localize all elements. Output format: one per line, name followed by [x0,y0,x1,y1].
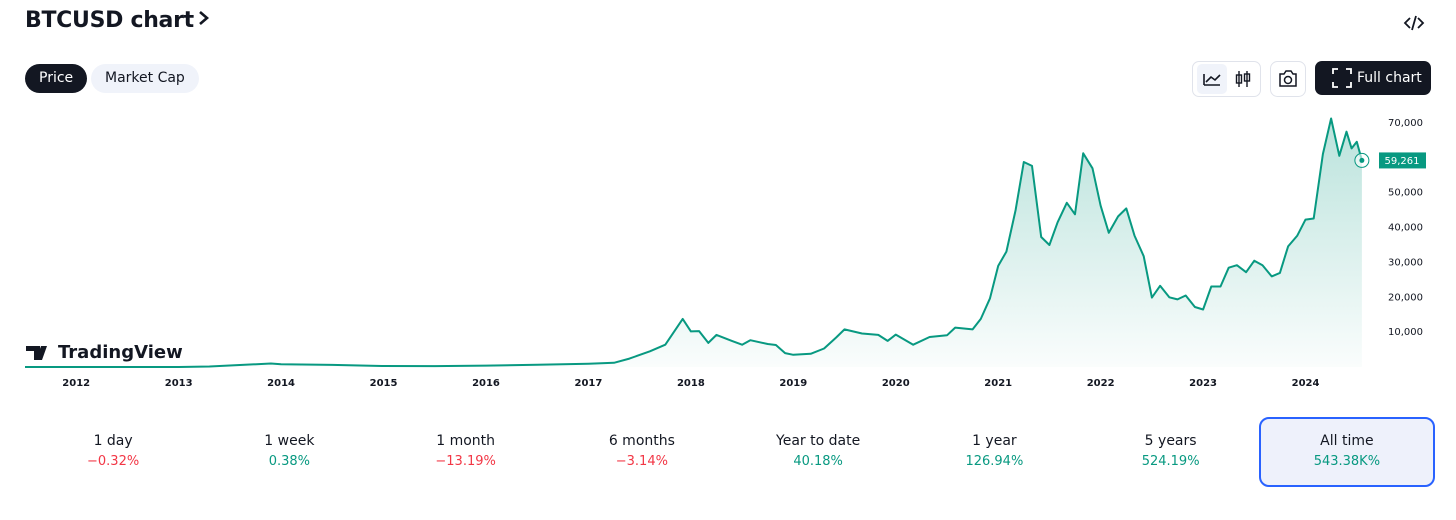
area-style-button[interactable] [1197,64,1227,94]
chart-style-group [1192,61,1261,97]
period-change: −13.19% [435,454,496,469]
fullscreen-icon [1332,68,1352,88]
snapshot-button[interactable] [1270,61,1306,97]
x-tick-label: 2016 [472,378,500,389]
period-label[interactable]: 1 year [972,433,1017,449]
x-tick-label: 2023 [1189,378,1217,389]
chevron-icon [199,11,209,25]
period-label[interactable]: 1 month [436,433,496,449]
period-change: 40.18% [793,454,843,469]
x-tick-label: 2015 [370,378,398,389]
tab-price[interactable]: Price [25,64,88,93]
period-card[interactable]: 1 month −13.19% [378,417,554,487]
y-tick-label: 40,000 [1388,223,1423,234]
last-price-label: 59,261 [1385,156,1420,167]
area-fill [25,118,1362,367]
y-tick-label: 30,000 [1388,257,1423,268]
y-tick-label: 70,000 [1388,118,1423,129]
x-tick-label: 2018 [677,378,705,389]
tab-market-cap[interactable]: Market Cap [91,64,199,93]
tradingview-logo[interactable]: TradingView [26,342,183,363]
title-text[interactable]: BTCUSD chart [25,8,194,33]
period-card[interactable]: 1 week 0.38% [201,417,377,487]
y-tick-label: 50,000 [1388,188,1423,199]
period-card[interactable]: All time 543.38K% [1258,417,1435,487]
candle-style-button[interactable] [1229,64,1257,94]
x-tick-label: 2020 [882,378,910,389]
x-tick-label: 2013 [165,378,193,389]
x-tick-label: 2017 [575,378,603,389]
period-change: 0.38% [268,454,311,469]
x-tick-label: 2021 [984,378,1012,389]
last-price-box [1379,152,1426,169]
period-change: −0.32% [87,454,140,469]
full-chart-label[interactable]: Full chart [1357,70,1422,86]
performance-row: 1 day −0.32% 1 week 0.38% 1 month −13.19% 6 mo… [25,417,1435,487]
logo-icon[interactable] [26,346,47,360]
period-change: 543.38K% [1313,454,1381,469]
x-tick-label: 2014 [267,378,295,389]
y-tick-label: 20,000 [1388,292,1423,303]
price-line [25,117,1363,368]
x-tick-label: 2022 [1087,378,1115,389]
period-change: −3.14% [615,454,668,469]
full-chart-button[interactable]: Full chart [1315,61,1431,95]
period-label[interactable]: 1 day [93,433,133,449]
period-change: 126.94% [965,454,1024,469]
chart: TradingView 10,000 20,000 30,000 40,000 50,0… [25,117,1426,389]
period-card[interactable]: 6 months −3.14% [554,417,730,487]
period-change: 524.19% [1141,454,1200,469]
page-title[interactable]: BTCUSD chart [25,8,211,33]
period-card[interactable]: 1 day −0.32% [25,417,201,487]
period-label[interactable]: 1 week [264,433,315,449]
period-label[interactable]: Year to date [776,433,861,449]
x-tick-label: 2024 [1292,378,1320,389]
period-card[interactable]: 5 years 524.19% [1083,417,1259,487]
x-tick-label: 2019 [779,378,807,389]
x-tick-label: 2012 [62,378,90,389]
period-label[interactable]: 5 years [1144,433,1197,449]
y-tick-label: 10,000 [1388,327,1423,338]
last-point [1359,157,1365,163]
embed-icon[interactable] [1403,12,1425,34]
period-card[interactable]: Year to date 40.18% [730,417,906,487]
period-label[interactable]: All time [1320,433,1374,449]
period-label[interactable]: 6 months [608,433,675,449]
logo-text[interactable]: TradingView [58,342,183,363]
period-card[interactable]: 1 year 126.94% [906,417,1082,487]
